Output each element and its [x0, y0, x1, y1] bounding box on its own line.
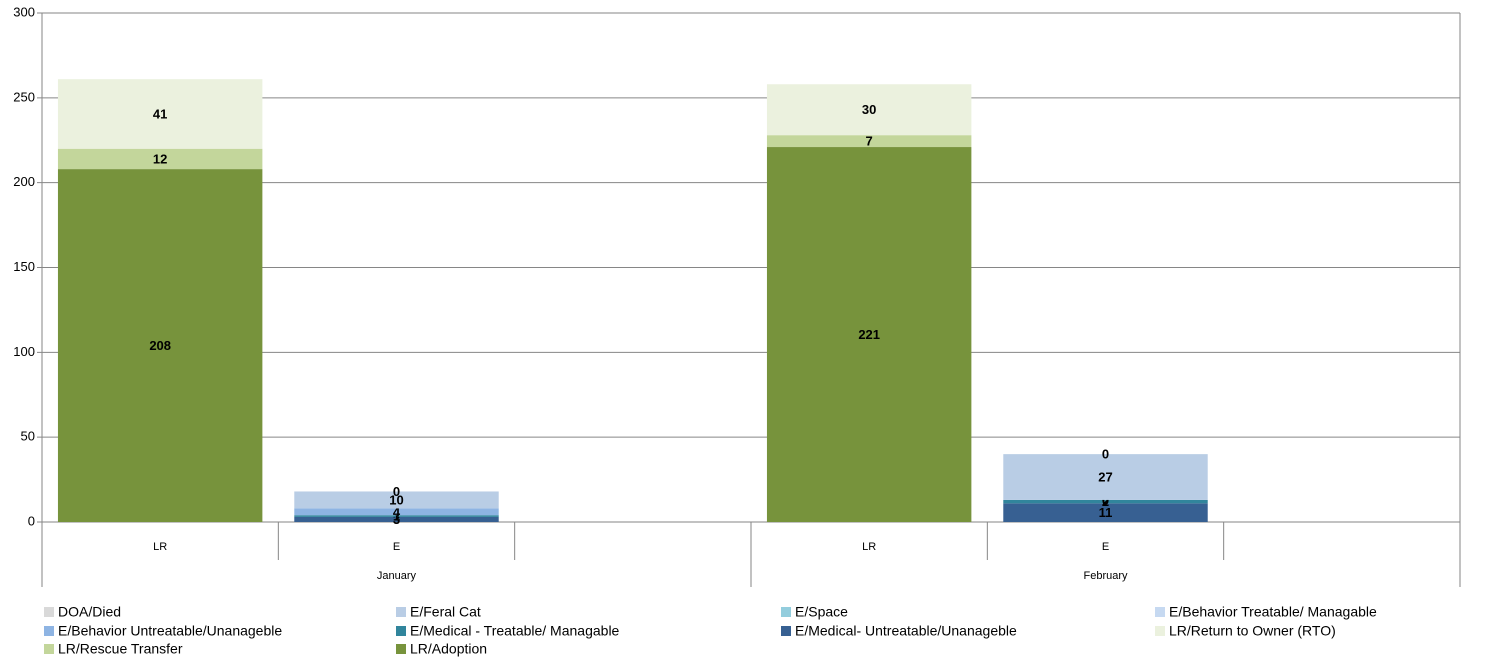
data-label: 1 — [393, 508, 400, 523]
bar-segment — [57, 169, 263, 523]
y-tick-label: 100 — [13, 344, 35, 359]
data-label: 208 — [149, 338, 171, 353]
bar-segment — [57, 79, 263, 149]
legend-swatch — [44, 607, 54, 617]
bar-segment — [766, 135, 972, 148]
bar-segment — [57, 148, 263, 170]
legend-swatch — [44, 626, 54, 636]
legend-label: DOA/Died — [58, 604, 121, 620]
legend-swatch — [396, 644, 406, 654]
legend-label: LR/Adoption — [410, 641, 487, 657]
y-tick-label: 50 — [21, 429, 35, 444]
y-tick-label: 200 — [13, 174, 35, 189]
legend-label: LR/Return to Owner (RTO) — [1169, 623, 1336, 639]
bar-segment — [1003, 503, 1208, 522]
data-label: 30 — [862, 102, 876, 117]
bar-segment — [294, 515, 499, 517]
y-tick-label: 300 — [13, 4, 35, 19]
data-label: 11 — [1099, 505, 1113, 520]
bar-segment — [766, 84, 972, 136]
x-tick-label: E — [393, 541, 400, 553]
legend-swatch — [781, 607, 791, 617]
data-label: 41 — [153, 106, 167, 121]
legend-label: E/Medical - Treatable/ Managable — [410, 623, 620, 639]
y-tick-label: 0 — [28, 513, 35, 528]
legend-swatch — [44, 644, 54, 654]
data-label: 221 — [858, 327, 880, 342]
legend-label: E/Space — [795, 604, 848, 620]
x-tick-label: E — [1102, 541, 1109, 553]
data-label: 7 — [866, 134, 873, 149]
bar-segment — [1003, 499, 1208, 504]
legend-label: E/Feral Cat — [410, 604, 481, 620]
x-tick-label: LR — [862, 541, 876, 553]
bar-segment — [294, 508, 499, 516]
group-label: January — [377, 570, 417, 582]
legend-swatch — [1155, 607, 1165, 617]
legend-label: E/Medical- Untreatable/Unanageble — [795, 623, 1017, 639]
legend-swatch — [781, 626, 791, 636]
legend-label: E/Behavior Untreatable/Unanageble — [58, 623, 282, 639]
x-tick-label: LR — [153, 541, 167, 553]
data-label: 0 — [1102, 447, 1109, 462]
data-label: 4 — [393, 504, 401, 519]
legend-label: E/Behavior Treatable/ Managable — [1169, 604, 1377, 620]
data-label: 12 — [153, 151, 167, 166]
legend-swatch — [396, 626, 406, 636]
bar-segment — [294, 516, 499, 522]
legend-swatch — [1155, 626, 1165, 636]
bar-segment — [294, 491, 499, 509]
data-label: 3 — [393, 512, 400, 527]
legend-label: LR/Rescue Transfer — [58, 641, 183, 657]
group-label: February — [1083, 570, 1128, 582]
data-label: 2 — [1102, 494, 1109, 509]
legend-swatch — [396, 607, 406, 617]
y-tick-label: 250 — [13, 89, 35, 104]
data-label: 0 — [393, 484, 400, 499]
data-label: 27 — [1098, 469, 1112, 484]
y-tick-label: 150 — [13, 259, 35, 274]
bar-segment — [766, 147, 972, 522]
data-label: 10 — [389, 492, 403, 507]
bar-segment — [1003, 454, 1208, 500]
